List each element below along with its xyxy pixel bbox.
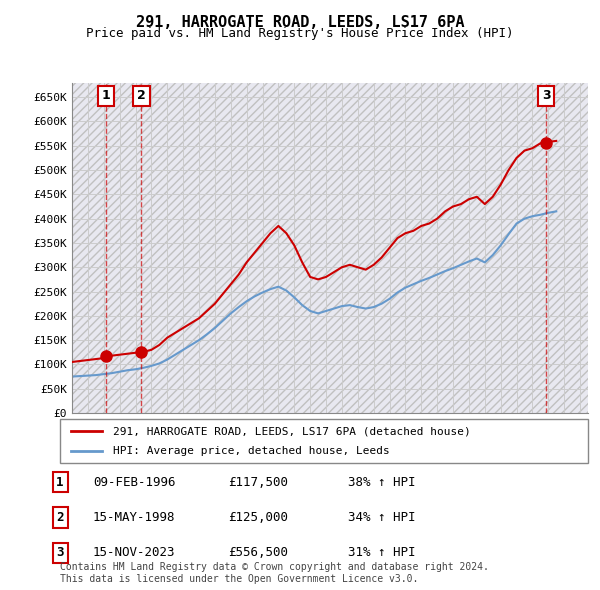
Text: 34% ↑ HPI: 34% ↑ HPI [348, 511, 415, 524]
Text: 291, HARROGATE ROAD, LEEDS, LS17 6PA (detached house): 291, HARROGATE ROAD, LEEDS, LS17 6PA (de… [113, 427, 470, 436]
Text: 31% ↑ HPI: 31% ↑ HPI [348, 546, 415, 559]
Text: Contains HM Land Registry data © Crown copyright and database right 2024.
This d: Contains HM Land Registry data © Crown c… [60, 562, 489, 584]
Text: 09-FEB-1996: 09-FEB-1996 [93, 476, 176, 489]
Text: £125,000: £125,000 [228, 511, 288, 524]
Text: 1: 1 [56, 476, 64, 489]
Text: 2: 2 [56, 511, 64, 524]
Text: 15-MAY-1998: 15-MAY-1998 [93, 511, 176, 524]
Text: 3: 3 [56, 546, 64, 559]
Text: £117,500: £117,500 [228, 476, 288, 489]
Text: 38% ↑ HPI: 38% ↑ HPI [348, 476, 415, 489]
Text: 2: 2 [137, 89, 146, 102]
Text: 15-NOV-2023: 15-NOV-2023 [93, 546, 176, 559]
Text: 1: 1 [101, 89, 110, 102]
Text: 3: 3 [542, 89, 551, 102]
Bar [72, 83, 588, 413]
Text: Price paid vs. HM Land Registry's House Price Index (HPI): Price paid vs. HM Land Registry's House … [86, 27, 514, 40]
Text: 291, HARROGATE ROAD, LEEDS, LS17 6PA: 291, HARROGATE ROAD, LEEDS, LS17 6PA [136, 15, 464, 30]
Text: HPI: Average price, detached house, Leeds: HPI: Average price, detached house, Leed… [113, 446, 389, 455]
Text: £556,500: £556,500 [228, 546, 288, 559]
FancyBboxPatch shape [60, 419, 588, 463]
